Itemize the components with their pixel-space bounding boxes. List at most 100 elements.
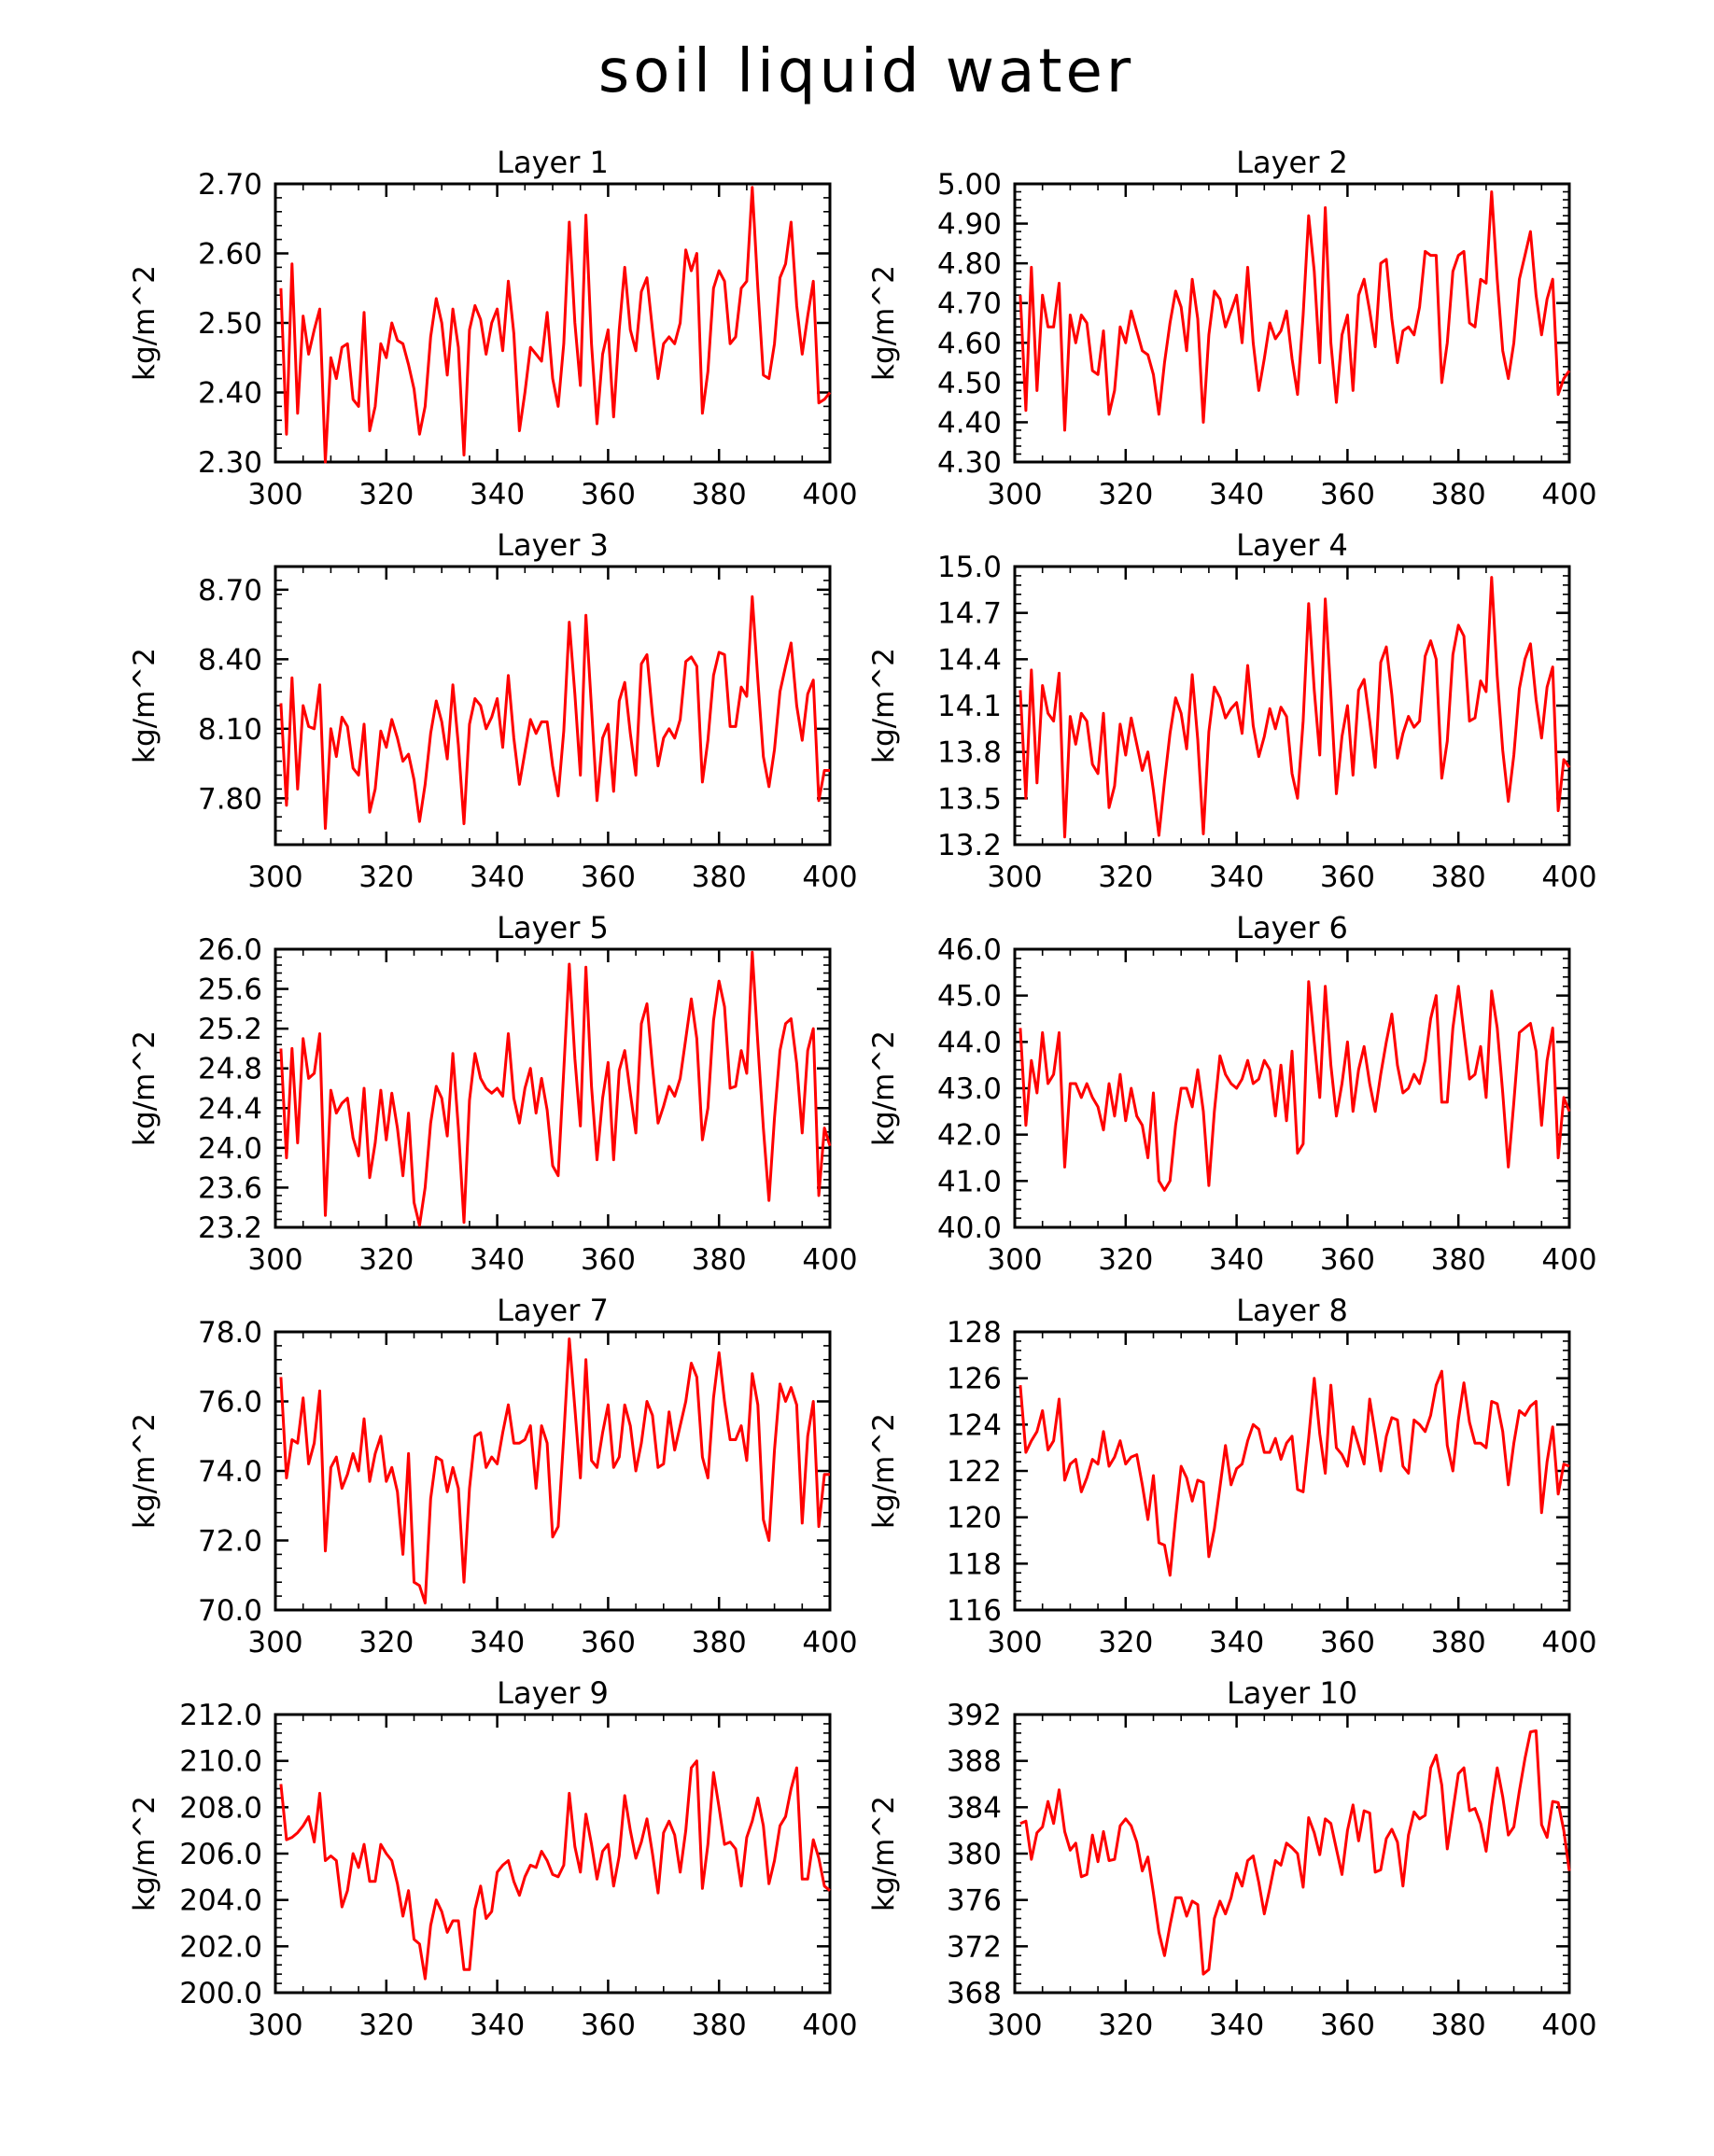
x-tick-label: 340: [1209, 478, 1264, 511]
panel-title: Layer 2: [1236, 145, 1348, 180]
x-tick-label: 380: [692, 2009, 747, 2042]
y-axis-label: kg/m^2: [128, 265, 162, 381]
y-tick-label: 2.60: [198, 238, 262, 272]
x-tick-label: 400: [1541, 1626, 1596, 1659]
y-axis-label: kg/m^2: [128, 648, 162, 763]
y-tick-label: 46.0: [937, 933, 1002, 967]
x-tick-label: 360: [581, 861, 636, 894]
y-tick-label: 208.0: [179, 1791, 262, 1825]
x-tick-label: 340: [470, 1243, 525, 1277]
x-tick-label: 320: [358, 2009, 414, 2042]
x-tick-label: 380: [1431, 478, 1486, 511]
series-line: [279, 1337, 830, 1604]
panel-4: Layer 4 kg/m^2 300 320 340 360 380 400 13.2 13.5 1…: [867, 527, 1597, 894]
x-tick-label: 360: [581, 2009, 636, 2042]
y-tick-label: 200.0: [179, 1977, 262, 2010]
x-tick-label: 380: [692, 1243, 747, 1277]
y-axis-label: kg/m^2: [867, 648, 901, 763]
y-tick-label: 13.5: [937, 782, 1002, 816]
panel-title: Layer 4: [1236, 527, 1348, 563]
panel-7: Layer 7 kg/m^2 300 320 340 360 380 400 70.0 72.0 7…: [128, 1293, 858, 1659]
series-line: [1019, 576, 1571, 839]
y-tick-label: 25.6: [198, 973, 262, 1007]
panel-9: Layer 9 kg/m^2 300 320 340 360 380 400 200.0 202.…: [128, 1675, 858, 2042]
x-tick-label: 300: [247, 1626, 302, 1659]
y-tick-label: 74.0: [198, 1455, 262, 1489]
y-tick-label: 202.0: [179, 1930, 262, 1964]
x-tick-label: 320: [358, 1243, 414, 1277]
x-tick-label: 360: [581, 1243, 636, 1277]
x-tick-label: 380: [1431, 2009, 1486, 2042]
y-tick-label: 120: [947, 1502, 1002, 1535]
y-tick-label: 124: [947, 1408, 1002, 1442]
x-tick-label: 360: [581, 478, 636, 511]
plot-frame: [274, 182, 832, 464]
panel-title: Layer 6: [1236, 910, 1348, 945]
panel-title: Layer 8: [1236, 1293, 1348, 1328]
y-tick-label: 72.0: [198, 1525, 262, 1559]
panels: Layer 1 kg/m^2 300 320 340 360 380 400 2.30 2.40 2…: [128, 145, 1597, 2042]
panel-title: Layer 7: [497, 1293, 609, 1328]
y-tick-label: 70.0: [198, 1594, 262, 1628]
series-line: [1019, 1729, 1571, 1976]
x-tick-label: 400: [802, 478, 857, 511]
y-tick-label: 44.0: [937, 1026, 1002, 1059]
y-tick-label: 4.90: [937, 208, 1002, 242]
y-tick-label: 76.0: [198, 1386, 262, 1420]
y-axis-label: kg/m^2: [867, 265, 901, 381]
y-tick-label: 7.80: [198, 782, 262, 816]
x-tick-label: 380: [692, 478, 747, 511]
y-axis-label: kg/m^2: [867, 1796, 901, 1911]
x-tick-label: 400: [802, 2009, 857, 2042]
y-axis-label: kg/m^2: [867, 1413, 901, 1529]
y-tick-label: 4.70: [937, 287, 1002, 321]
panel-6: Layer 6 kg/m^2 300 320 340 360 380 400 40.0 41.0 4…: [867, 910, 1597, 1277]
y-tick-label: 384: [947, 1791, 1002, 1825]
y-tick-label: 23.2: [198, 1211, 262, 1245]
x-tick-label: 360: [1320, 478, 1375, 511]
x-tick-label: 360: [1320, 1626, 1375, 1659]
panel-title: Layer 5: [497, 910, 609, 945]
series-line: [279, 595, 830, 831]
panel-title: Layer 9: [497, 1675, 609, 1711]
x-tick-label: 400: [1541, 478, 1596, 511]
y-tick-label: 42.0: [937, 1119, 1002, 1153]
x-tick-label: 300: [987, 1243, 1042, 1277]
y-tick-label: 210.0: [179, 1745, 262, 1779]
y-tick-label: 4.50: [937, 367, 1002, 400]
y-tick-label: 206.0: [179, 1838, 262, 1871]
x-tick-label: 320: [358, 478, 414, 511]
x-tick-label: 400: [802, 1626, 857, 1659]
x-tick-label: 340: [1209, 2009, 1264, 2042]
series-line: [1019, 190, 1571, 432]
figure-title: soil liquid water: [598, 37, 1134, 106]
y-tick-label: 45.0: [937, 980, 1002, 1014]
x-tick-label: 400: [802, 861, 857, 894]
x-tick-label: 300: [987, 1626, 1042, 1659]
x-tick-label: 340: [470, 478, 525, 511]
y-tick-label: 2.40: [198, 377, 262, 411]
panel-1: Layer 1 kg/m^2 300 320 340 360 380 400 2.30 2.40 2…: [128, 145, 858, 511]
x-tick-label: 320: [1098, 2009, 1153, 2042]
y-tick-label: 41.0: [937, 1165, 1002, 1198]
x-tick-label: 340: [470, 2009, 525, 2042]
plot-frame: [274, 1713, 832, 1995]
plot-frame: [1013, 182, 1571, 464]
x-tick-label: 360: [1320, 1243, 1375, 1277]
x-tick-label: 400: [1541, 1243, 1596, 1277]
x-tick-label: 340: [1209, 1626, 1264, 1659]
series-line: [1019, 980, 1571, 1192]
x-tick-label: 320: [1098, 478, 1153, 511]
x-tick-label: 360: [1320, 861, 1375, 894]
y-tick-label: 128: [947, 1316, 1002, 1350]
y-axis-label: kg/m^2: [128, 1030, 162, 1146]
y-tick-label: 8.40: [198, 643, 262, 677]
y-tick-label: 4.30: [937, 446, 1002, 480]
y-tick-label: 26.0: [198, 933, 262, 967]
x-tick-label: 300: [987, 478, 1042, 511]
y-tick-label: 4.80: [937, 247, 1002, 281]
x-tick-label: 300: [987, 861, 1042, 894]
panel-title: Layer 10: [1227, 1675, 1357, 1711]
x-tick-label: 340: [470, 861, 525, 894]
y-tick-label: 8.70: [198, 574, 262, 608]
